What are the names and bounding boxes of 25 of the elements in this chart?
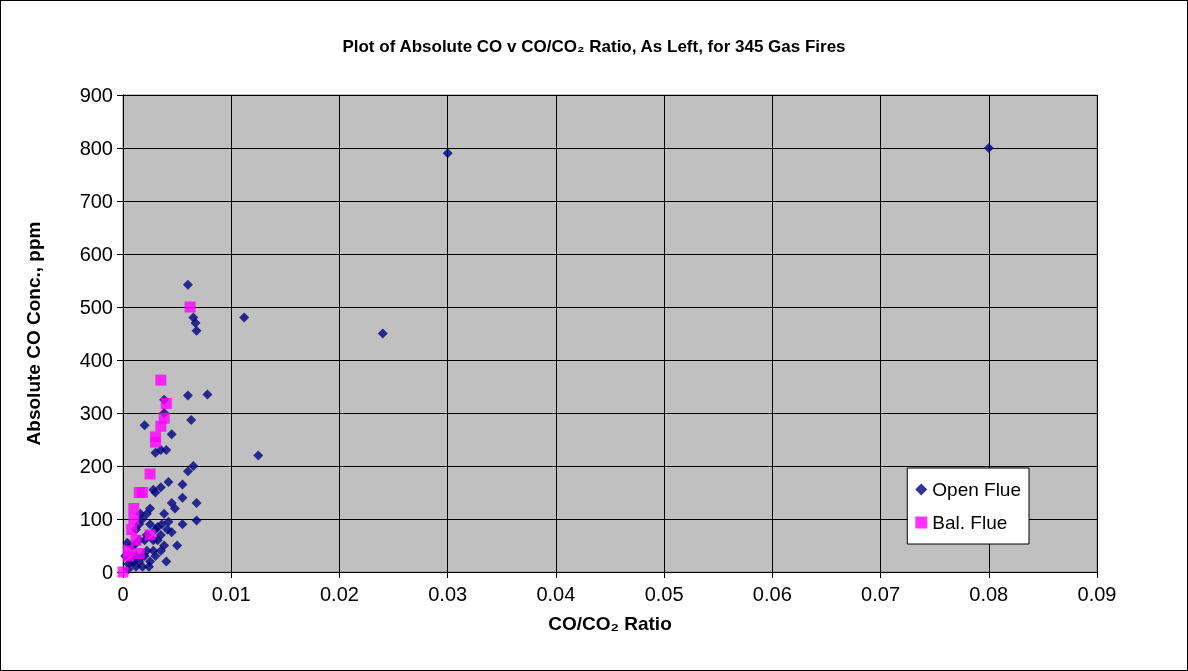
x-tick-label: 0 [117, 583, 129, 605]
chart-title: Plot of Absolute CO v CO/CO₂ Ratio, As Left, for 345 Gas Fires [342, 37, 846, 56]
y-tick-label: 200 [79, 455, 113, 477]
x-tick-label: 0.06 [752, 583, 792, 605]
y-tick-label: 400 [79, 349, 113, 371]
x-tick-label: 0.02 [319, 583, 359, 605]
y-tick-label: 0 [101, 561, 113, 583]
x-axis-title: CO/CO₂ Ratio [548, 613, 672, 634]
y-tick-label: 500 [79, 296, 113, 318]
x-tick-label: 0.01 [211, 583, 251, 605]
y-tick-label: 900 [79, 84, 113, 106]
y-tick-label: 700 [79, 190, 113, 212]
x-tick-label: 0.07 [861, 583, 901, 605]
x-tick-label: 0.05 [644, 583, 684, 605]
legend-label: Bal. Flue [932, 512, 1008, 533]
y-tick-label: 800 [79, 137, 113, 159]
x-tick-label: 0.03 [428, 583, 468, 605]
y-axis-title: Absolute CO Conc., ppm [23, 221, 44, 446]
x-tick-label: 0.09 [1077, 583, 1117, 605]
x-tick-label: 0.04 [536, 583, 576, 605]
x-tick-label: 0.08 [969, 583, 1009, 605]
legend-label: Open Flue [932, 479, 1022, 500]
y-tick-label: 600 [79, 243, 113, 265]
y-tick-label: 300 [79, 402, 113, 424]
y-tick-label: 100 [79, 508, 113, 530]
